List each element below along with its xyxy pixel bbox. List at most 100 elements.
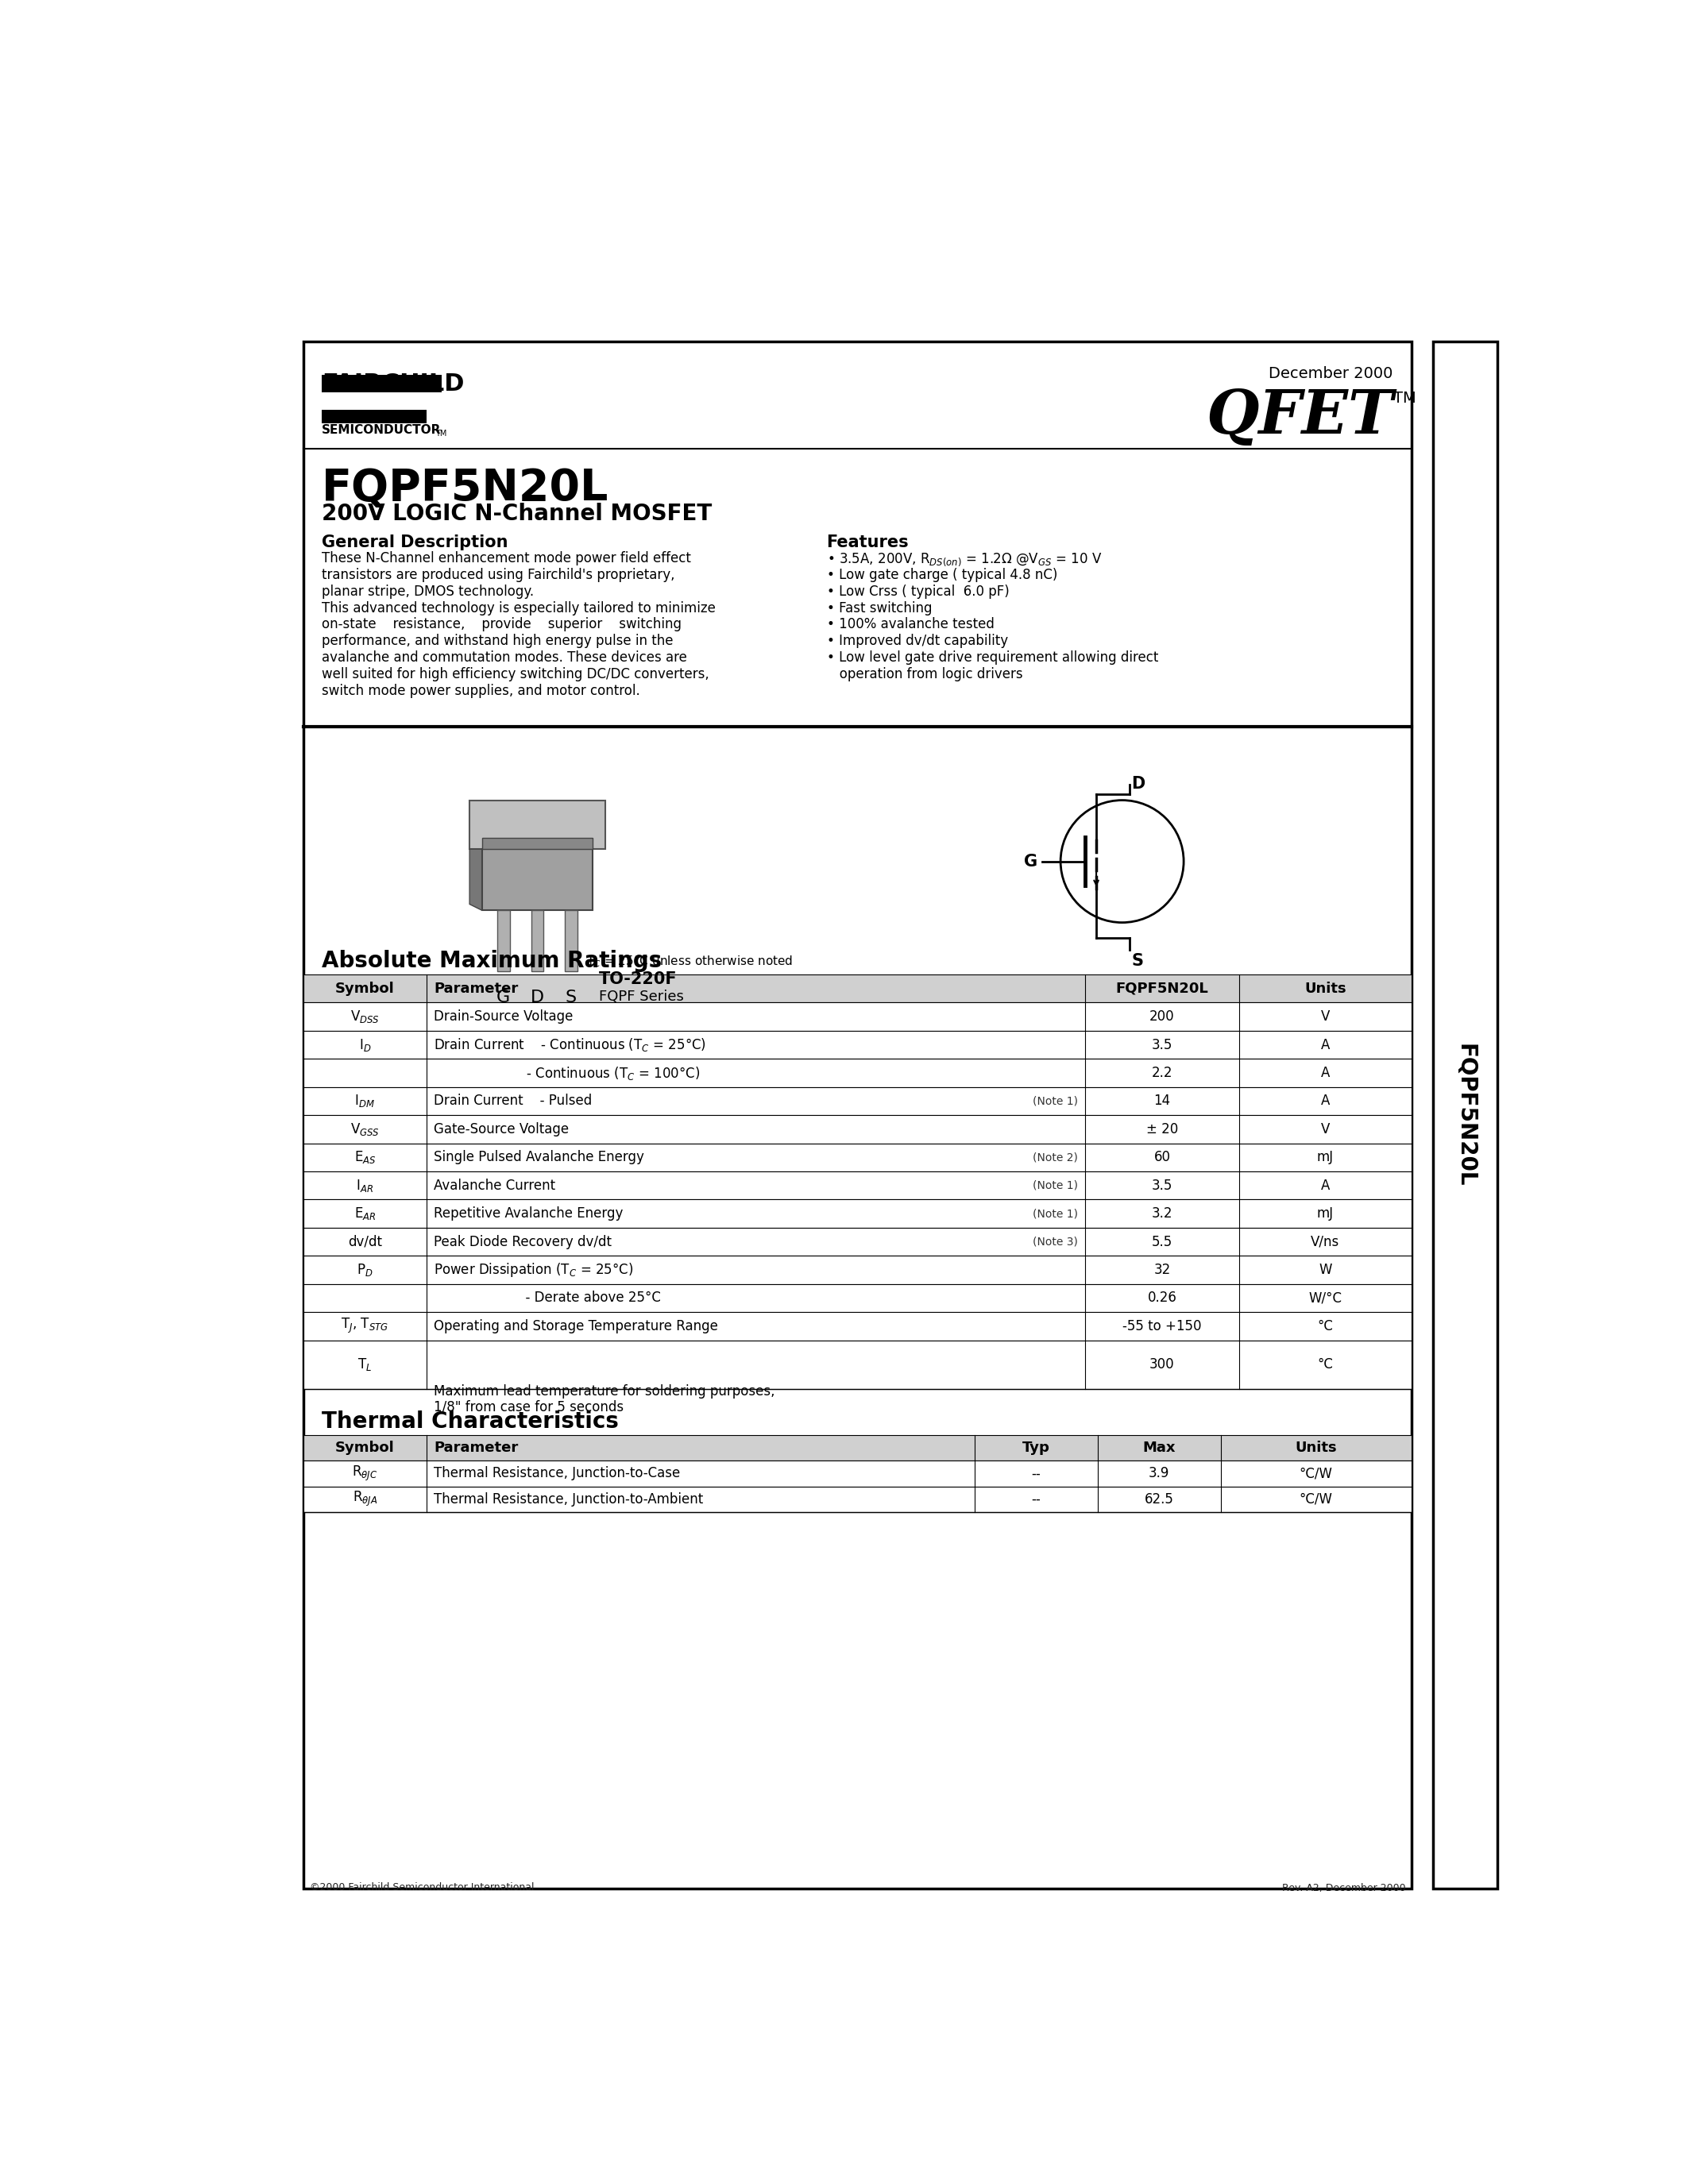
Bar xyxy=(304,1002,1411,1031)
Text: - Derate above 25°C: - Derate above 25°C xyxy=(434,1291,662,1306)
Text: Single Pulsed Avalanche Energy: Single Pulsed Avalanche Energy xyxy=(434,1151,645,1164)
Text: Thermal Characteristics: Thermal Characteristics xyxy=(322,1411,619,1433)
Text: ©2000 Fairchild Semiconductor International: ©2000 Fairchild Semiconductor Internatio… xyxy=(309,1883,533,1894)
Bar xyxy=(498,911,510,972)
Text: 62.5: 62.5 xyxy=(1144,1492,1173,1507)
Bar xyxy=(532,911,544,972)
Text: W/°C: W/°C xyxy=(1308,1291,1342,1306)
Text: --: -- xyxy=(1031,1492,1040,1507)
Text: Peak Diode Recovery dv/dt: Peak Diode Recovery dv/dt xyxy=(434,1234,611,1249)
Text: • Low Crss ( typical  6.0 pF): • Low Crss ( typical 6.0 pF) xyxy=(827,585,1009,598)
Bar xyxy=(304,1461,1411,1487)
Text: Rev. A2, December 2000: Rev. A2, December 2000 xyxy=(1281,1883,1406,1894)
Text: -55 to +150: -55 to +150 xyxy=(1123,1319,1202,1332)
Text: °C: °C xyxy=(1317,1319,1334,1332)
Text: well suited for high efficiency switching DC/DC converters,: well suited for high efficiency switchin… xyxy=(322,666,709,681)
Text: Symbol: Symbol xyxy=(336,1441,395,1455)
Text: V: V xyxy=(1320,1123,1330,1136)
Bar xyxy=(469,799,604,850)
Bar xyxy=(304,1088,1411,1116)
Bar xyxy=(481,850,592,911)
Text: FAIRCHILD: FAIRCHILD xyxy=(322,371,464,395)
Text: Thermal Resistance, Junction-to-Case: Thermal Resistance, Junction-to-Case xyxy=(434,1465,680,1481)
Text: --: -- xyxy=(1031,1465,1040,1481)
Text: D: D xyxy=(530,989,544,1005)
Text: Max: Max xyxy=(1143,1441,1175,1455)
Text: A: A xyxy=(1320,1066,1330,1081)
Text: I$_D$: I$_D$ xyxy=(360,1037,371,1053)
Text: 0.26: 0.26 xyxy=(1148,1291,1177,1306)
Text: °C/W: °C/W xyxy=(1300,1492,1334,1507)
Text: °C/W: °C/W xyxy=(1300,1465,1334,1481)
Text: R$_{\theta JA}$: R$_{\theta JA}$ xyxy=(353,1489,378,1509)
Text: • Improved dv/dt capability: • Improved dv/dt capability xyxy=(827,633,1008,649)
Text: (Note 1): (Note 1) xyxy=(1033,1208,1079,1219)
Text: Drain-Source Voltage: Drain-Source Voltage xyxy=(434,1009,574,1024)
Text: QFET: QFET xyxy=(1205,387,1393,446)
Bar xyxy=(304,1256,1411,1284)
Bar xyxy=(304,1227,1411,1256)
Text: 5.5: 5.5 xyxy=(1151,1234,1173,1249)
Text: (Note 1): (Note 1) xyxy=(1033,1096,1079,1107)
Text: Typ: Typ xyxy=(1023,1441,1050,1455)
Text: mJ: mJ xyxy=(1317,1206,1334,1221)
Text: V: V xyxy=(1320,1009,1330,1024)
Polygon shape xyxy=(469,850,481,911)
Text: • Low gate charge ( typical 4.8 nC): • Low gate charge ( typical 4.8 nC) xyxy=(827,568,1057,583)
Text: S: S xyxy=(565,989,577,1005)
Text: Units: Units xyxy=(1305,981,1347,996)
Text: Drain Current    - Pulsed: Drain Current - Pulsed xyxy=(434,1094,592,1107)
Text: switch mode power supplies, and motor control.: switch mode power supplies, and motor co… xyxy=(322,684,640,697)
Text: FQPF5N20L: FQPF5N20L xyxy=(1116,981,1209,996)
Text: • 100% avalanche tested: • 100% avalanche tested xyxy=(827,618,994,631)
Text: P$_D$: P$_D$ xyxy=(356,1262,373,1278)
Text: (Note 3): (Note 3) xyxy=(1033,1236,1079,1247)
Text: performance, and withstand high energy pulse in the: performance, and withstand high energy p… xyxy=(322,633,674,649)
Text: W: W xyxy=(1318,1262,1332,1278)
Text: General Description: General Description xyxy=(322,535,508,550)
Text: mJ: mJ xyxy=(1317,1151,1334,1164)
Text: avalanche and commutation modes. These devices are: avalanche and commutation modes. These d… xyxy=(322,651,687,664)
Text: Thermal Resistance, Junction-to-Ambient: Thermal Resistance, Junction-to-Ambient xyxy=(434,1492,704,1507)
Bar xyxy=(304,1435,1411,1461)
Text: • Low level gate drive requirement allowing direct: • Low level gate drive requirement allow… xyxy=(827,651,1158,664)
Bar xyxy=(304,1313,1411,1341)
Bar xyxy=(322,376,442,393)
Text: Avalanche Current: Avalanche Current xyxy=(434,1179,555,1192)
Text: G: G xyxy=(1023,854,1036,869)
Text: R$_{\theta JC}$: R$_{\theta JC}$ xyxy=(353,1463,378,1483)
Text: I$_{AR}$: I$_{AR}$ xyxy=(356,1177,373,1192)
Text: TM: TM xyxy=(436,430,447,437)
Text: dv/dt: dv/dt xyxy=(348,1234,381,1249)
Bar xyxy=(304,1199,1411,1227)
Text: 3.2: 3.2 xyxy=(1151,1206,1173,1221)
Text: 2.2: 2.2 xyxy=(1151,1066,1173,1081)
Text: Units: Units xyxy=(1295,1441,1337,1455)
Text: 3.5: 3.5 xyxy=(1151,1179,1173,1192)
Text: Parameter: Parameter xyxy=(434,1441,518,1455)
Text: ± 20: ± 20 xyxy=(1146,1123,1178,1136)
Text: V$_{GSS}$: V$_{GSS}$ xyxy=(349,1120,380,1138)
Text: December 2000: December 2000 xyxy=(1269,367,1393,382)
Text: TM: TM xyxy=(1393,391,1416,406)
Text: Drain Current    - Continuous (T$_C$ = 25°C): Drain Current - Continuous (T$_C$ = 25°C… xyxy=(434,1037,706,1053)
Text: - Continuous (T$_C$ = 100°C): - Continuous (T$_C$ = 100°C) xyxy=(434,1064,701,1081)
Text: Repetitive Avalanche Energy: Repetitive Avalanche Energy xyxy=(434,1206,623,1221)
Text: planar stripe, DMOS technology.: planar stripe, DMOS technology. xyxy=(322,585,533,598)
Bar xyxy=(304,1171,1411,1199)
Text: Symbol: Symbol xyxy=(336,981,395,996)
Text: transistors are produced using Fairchild's proprietary,: transistors are produced using Fairchild… xyxy=(322,568,675,583)
Text: Maximum lead temperature for soldering purposes,: Maximum lead temperature for soldering p… xyxy=(434,1385,775,1398)
Text: Absolute Maximum Ratings: Absolute Maximum Ratings xyxy=(322,950,662,972)
Bar xyxy=(304,974,1411,1002)
Bar xyxy=(322,408,427,424)
Text: TO-220F: TO-220F xyxy=(599,972,677,987)
Text: A: A xyxy=(1320,1179,1330,1192)
Text: E$_{AS}$: E$_{AS}$ xyxy=(354,1149,376,1166)
Text: T$_L$: T$_L$ xyxy=(358,1356,371,1372)
Text: A: A xyxy=(1320,1094,1330,1107)
Text: • Fast switching: • Fast switching xyxy=(827,601,932,616)
Text: 3.9: 3.9 xyxy=(1148,1465,1170,1481)
Text: E$_{AR}$: E$_{AR}$ xyxy=(354,1206,376,1221)
Text: 300: 300 xyxy=(1150,1358,1175,1372)
